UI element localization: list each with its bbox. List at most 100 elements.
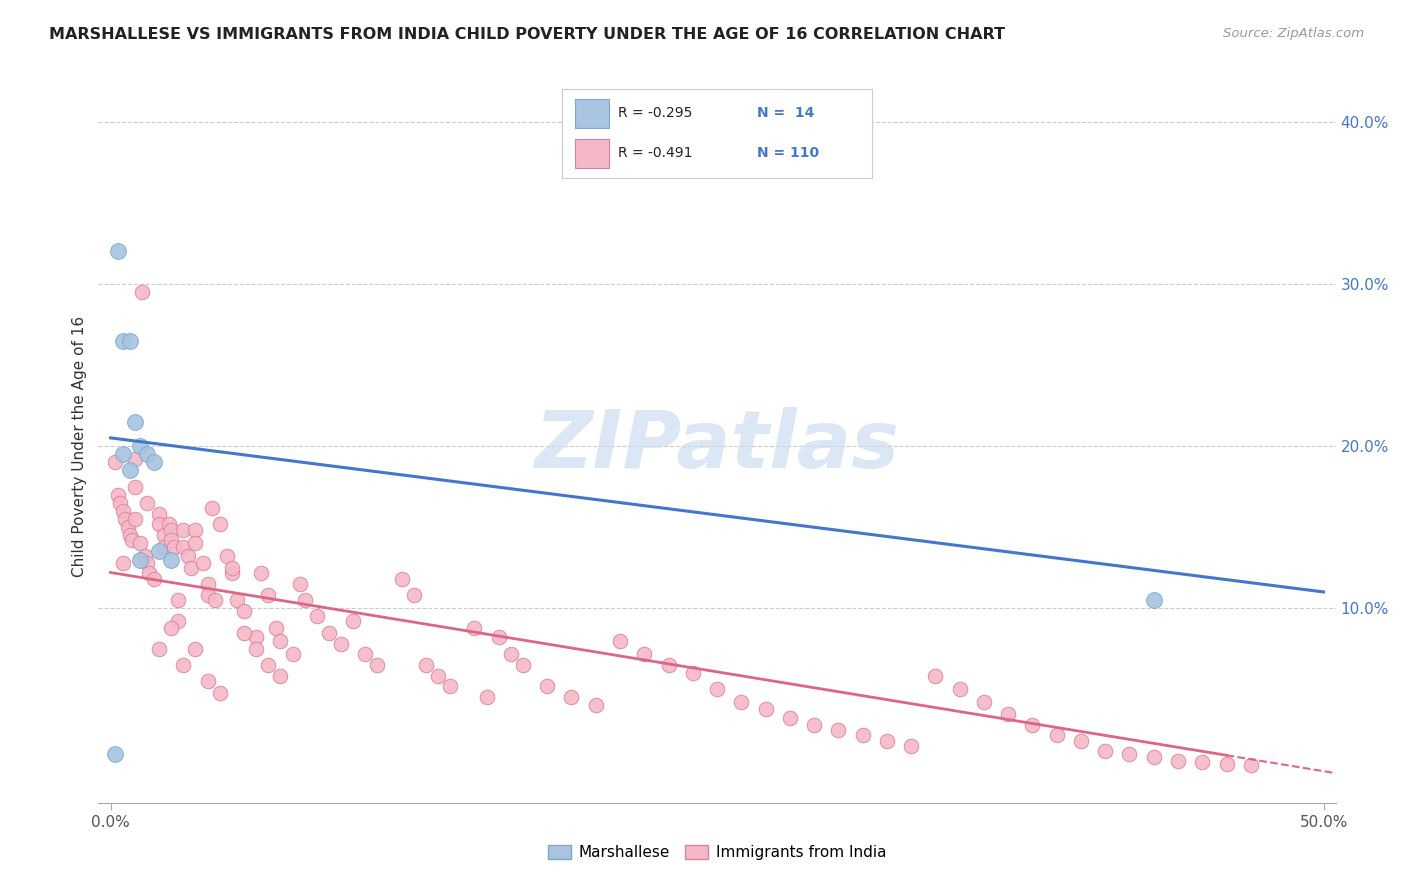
Point — [111, 447, 134, 461]
Point — [427, 669, 450, 683]
Point — [876, 734, 898, 748]
Text: R = -0.295: R = -0.295 — [619, 106, 692, 120]
Point — [730, 695, 752, 709]
Point — [1094, 744, 1116, 758]
Point — [1240, 758, 1263, 772]
Point — [172, 657, 194, 672]
Point — [1143, 750, 1166, 764]
Point — [755, 702, 778, 716]
Point — [107, 244, 129, 259]
Point — [488, 631, 510, 645]
Point — [104, 747, 127, 761]
Text: MARSHALLESE VS IMMIGRANTS FROM INDIA CHILD POVERTY UNDER THE AGE OF 16 CORRELATI: MARSHALLESE VS IMMIGRANTS FROM INDIA CHI… — [49, 27, 1005, 42]
Point — [118, 334, 141, 348]
Point — [104, 455, 127, 469]
Point — [180, 560, 202, 574]
Point — [204, 593, 226, 607]
Point — [1191, 756, 1213, 770]
Point — [779, 711, 801, 725]
Text: Source: ZipAtlas.com: Source: ZipAtlas.com — [1223, 27, 1364, 40]
Point — [184, 536, 207, 550]
Point — [512, 657, 534, 672]
Point — [134, 549, 156, 564]
Point — [997, 706, 1019, 721]
Point — [111, 504, 134, 518]
Point — [264, 621, 287, 635]
Point — [128, 439, 150, 453]
Point — [172, 524, 194, 538]
Point — [706, 682, 728, 697]
Point — [118, 528, 141, 542]
Point — [160, 533, 183, 547]
Point — [391, 572, 413, 586]
Point — [136, 556, 159, 570]
Point — [949, 682, 972, 697]
Point — [354, 647, 377, 661]
Point — [973, 695, 995, 709]
Point — [288, 577, 311, 591]
Point — [124, 512, 146, 526]
Point — [475, 690, 498, 705]
Point — [233, 625, 256, 640]
Point — [657, 657, 679, 672]
Text: N = 110: N = 110 — [758, 146, 820, 161]
Point — [682, 666, 704, 681]
Point — [269, 669, 291, 683]
Point — [221, 566, 243, 580]
Point — [110, 496, 132, 510]
Point — [160, 524, 183, 538]
Point — [136, 496, 159, 510]
Point — [172, 540, 194, 554]
Point — [162, 540, 184, 554]
Point — [233, 604, 256, 618]
Point — [1118, 747, 1140, 761]
Point — [191, 556, 214, 570]
Point — [330, 637, 353, 651]
Point — [900, 739, 922, 753]
Point — [245, 641, 267, 656]
Point — [111, 334, 134, 348]
Point — [184, 524, 207, 538]
Point — [827, 723, 849, 737]
Point — [208, 516, 231, 531]
FancyBboxPatch shape — [575, 139, 609, 168]
Point — [124, 415, 146, 429]
Point — [148, 641, 170, 656]
Point — [225, 593, 247, 607]
Point — [143, 572, 166, 586]
Point — [167, 614, 190, 628]
Point — [269, 633, 291, 648]
Point — [439, 679, 461, 693]
Point — [111, 556, 134, 570]
Point — [215, 549, 238, 564]
Point — [197, 588, 219, 602]
Point — [157, 516, 180, 531]
Text: R = -0.491: R = -0.491 — [619, 146, 693, 161]
Point — [633, 647, 655, 661]
Point — [852, 728, 875, 742]
Point — [463, 621, 485, 635]
Point — [197, 674, 219, 689]
Point — [257, 657, 280, 672]
Point — [153, 528, 176, 542]
Point — [1046, 728, 1069, 742]
Point — [138, 566, 160, 580]
Point — [184, 641, 207, 656]
Point — [128, 552, 150, 566]
Point — [318, 625, 340, 640]
Point — [177, 549, 200, 564]
Point — [107, 488, 129, 502]
Point — [221, 560, 243, 574]
Point — [1021, 718, 1043, 732]
Point — [415, 657, 437, 672]
Point — [250, 566, 273, 580]
Y-axis label: Child Poverty Under the Age of 16: Child Poverty Under the Age of 16 — [72, 316, 87, 576]
Point — [128, 536, 150, 550]
Point — [114, 512, 136, 526]
Point — [131, 285, 153, 299]
Point — [148, 516, 170, 531]
Point — [208, 685, 231, 699]
Point — [536, 679, 558, 693]
Point — [148, 507, 170, 521]
Point — [124, 479, 146, 493]
